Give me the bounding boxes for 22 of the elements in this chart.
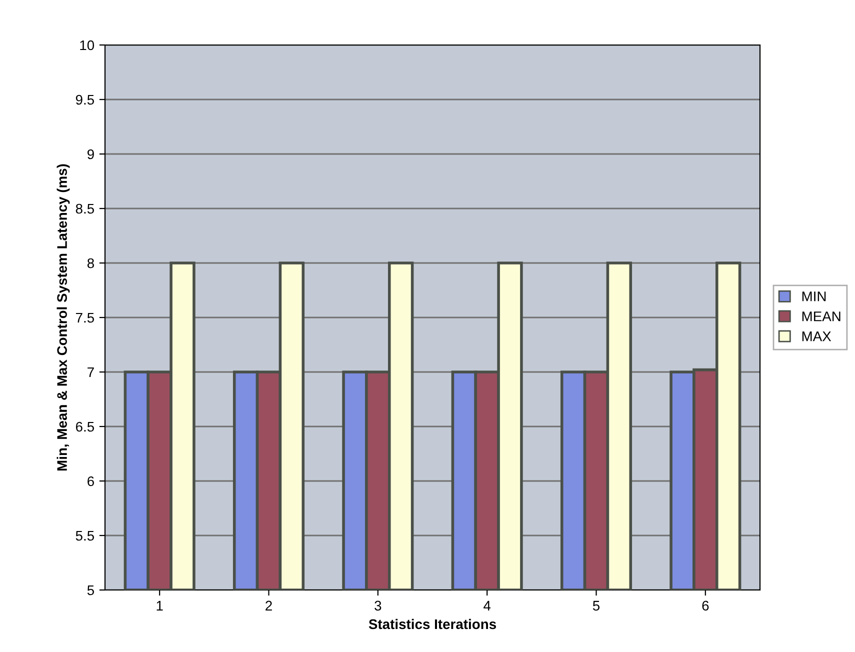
x-tick-label: 6 <box>702 600 709 611</box>
y-tick-label: 5 <box>87 585 94 596</box>
x-tick-label: 1 <box>156 600 163 610</box>
y-tick-label: 9 <box>88 149 94 160</box>
y-tick-label: 7.5 <box>76 312 94 323</box>
x-axis-title: Statistics Iterations <box>368 618 496 630</box>
y-tick-label: 8 <box>87 258 94 268</box>
y-tick-label: 6.5 <box>76 422 94 432</box>
legend-label: MAX <box>802 332 832 342</box>
y-tick-label: 8.5 <box>76 204 94 214</box>
legend-label: MIN <box>802 292 826 302</box>
y-tick-label: 5.5 <box>76 530 94 541</box>
x-tick-label: 2 <box>266 600 272 610</box>
legend-label: MEAN <box>802 312 840 322</box>
x-tick-label: 4 <box>484 600 491 610</box>
x-tick-label: 5 <box>592 600 600 611</box>
x-tick-label: 3 <box>374 600 382 611</box>
y-tick-label: 6 <box>88 476 94 486</box>
y-tick-label: 10 <box>80 40 94 50</box>
y-tick-label: 7 <box>88 367 94 378</box>
y-tick-label: 9.5 <box>76 94 94 105</box>
y-axis-title: Min, Mean & Max Control System Latency (ms) <box>56 164 70 471</box>
